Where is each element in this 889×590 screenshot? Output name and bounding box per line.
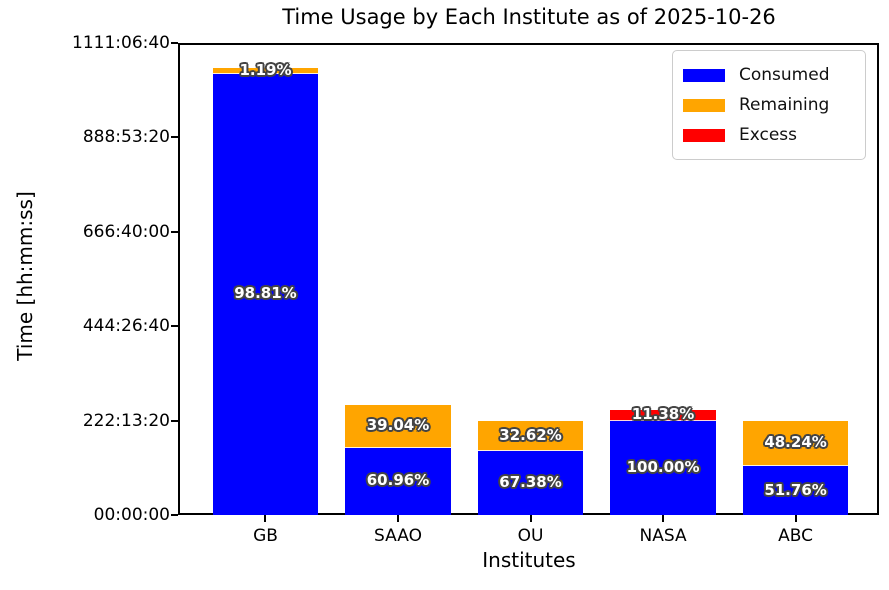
legend-swatch-remaining	[683, 98, 725, 112]
legend-label-remaining: Remaining	[739, 95, 830, 115]
bar-segment-remaining-abc	[742, 420, 849, 467]
bar-segment-consumed-saao	[345, 447, 451, 515]
y-tick-label: 444:26:40	[82, 316, 170, 337]
percent-label-remaining-abc: 48.24%	[764, 433, 827, 452]
legend-label-consumed: Consumed	[739, 65, 830, 85]
x-tick-label-ou: OU	[517, 526, 544, 546]
percent-label-excess-nasa: 11.38%	[631, 405, 695, 424]
x-axis-label: Institutes	[482, 548, 576, 572]
bar-segment-excess-nasa	[610, 409, 716, 421]
bar-segment-consumed-ou	[477, 451, 584, 515]
x-tick-label-gb: GB	[253, 526, 278, 546]
legend-item-excess: Excess	[683, 120, 853, 150]
x-tick-mark	[662, 515, 665, 522]
x-tick-label-saao: SAAO	[374, 526, 422, 546]
y-tick-label: 222:13:20	[82, 410, 170, 431]
y-tick-label: 1111:06:40	[72, 33, 170, 53]
percent-label-consumed-saao: 60.96%	[366, 471, 430, 490]
legend-item-consumed: Consumed	[683, 60, 853, 90]
legend-swatch-consumed	[683, 68, 725, 82]
bar-segment-remaining-gb	[212, 68, 319, 74]
x-tick-mark	[794, 515, 797, 522]
y-tick-label: 666:40:00	[82, 221, 170, 242]
bar-segment-remaining-ou	[477, 420, 584, 452]
chart-title: Time Usage by Each Institute as of 2025-…	[282, 5, 776, 29]
legend: Consumed Remaining Excess	[672, 50, 866, 160]
y-tick-label: 888:53:20	[82, 127, 170, 148]
bar-segment-remaining-saao	[345, 404, 451, 448]
x-tick-mark	[264, 515, 267, 522]
percent-label-consumed-ou: 67.38%	[499, 473, 562, 492]
legend-label-excess: Excess	[739, 125, 798, 145]
x-tick-mark	[397, 515, 399, 522]
percent-label-remaining-gb: 1.19%	[239, 61, 292, 80]
y-tick-mark	[171, 42, 178, 44]
bar-segment-consumed-gb	[212, 73, 319, 515]
y-tick-mark	[171, 325, 178, 328]
percent-label-consumed-nasa: 100.00%	[626, 457, 700, 476]
x-tick-label-nasa: NASA	[639, 526, 687, 546]
y-tick-mark	[171, 230, 178, 233]
legend-swatch-excess	[683, 128, 725, 142]
bar-segment-consumed-abc	[742, 466, 849, 515]
y-tick-mark	[171, 514, 178, 516]
bar-segment-consumed-nasa	[610, 420, 716, 515]
legend-item-remaining: Remaining	[683, 90, 853, 120]
x-tick-mark	[529, 515, 532, 522]
percent-label-remaining-ou: 32.62%	[499, 425, 562, 444]
percent-label-remaining-saao: 39.04%	[366, 416, 430, 435]
percent-label-consumed-gb: 98.81%	[234, 284, 297, 303]
percent-label-consumed-abc: 51.76%	[764, 480, 827, 499]
y-tick-mark	[171, 419, 178, 422]
y-tick-label: 00:00:00	[93, 505, 170, 525]
x-tick-label-abc: ABC	[778, 526, 814, 546]
y-tick-mark	[171, 136, 178, 139]
